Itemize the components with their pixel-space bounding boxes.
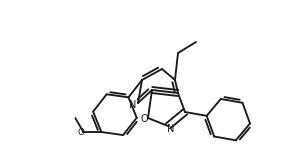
Text: O: O: [140, 114, 148, 124]
Text: N: N: [167, 124, 175, 134]
Text: O: O: [78, 128, 85, 136]
Text: N: N: [129, 100, 137, 110]
